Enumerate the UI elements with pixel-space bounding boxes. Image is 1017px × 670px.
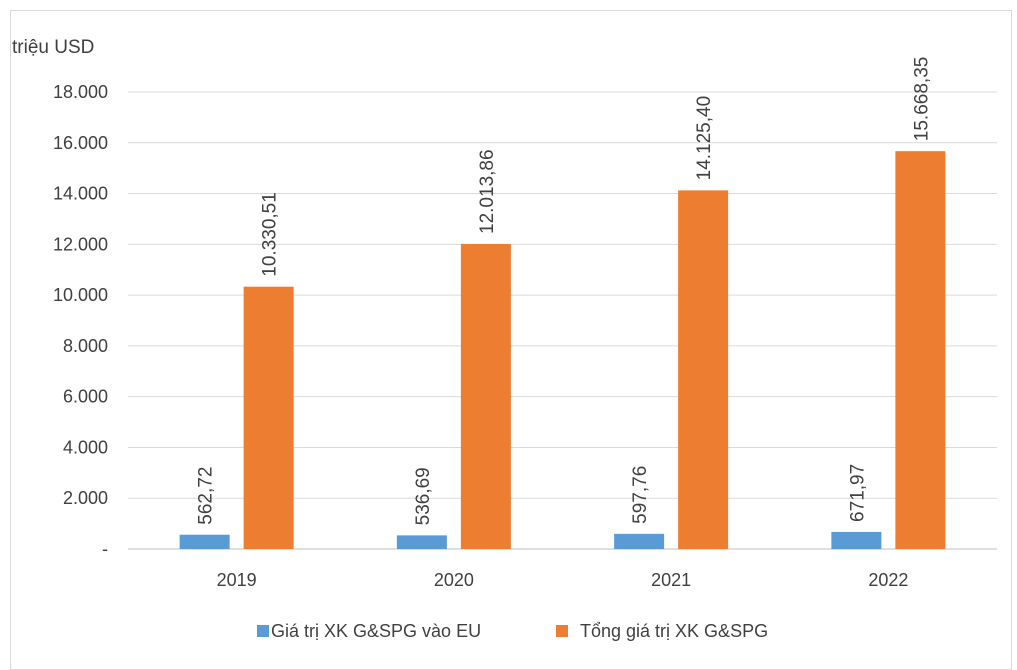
- bar: [895, 151, 946, 549]
- category-label: 2021: [651, 570, 691, 590]
- data-label: 14.125,40: [694, 96, 715, 181]
- data-label: 671,97: [847, 464, 868, 522]
- legend-entry: Giá trị XK G&SPG vào EU: [271, 621, 481, 641]
- y-tick-label: -: [102, 539, 108, 559]
- data-labels: 562,72 10.330,51 536,69 12.013,86 597,76 14.1…: [196, 57, 933, 526]
- y-tick-label: 8.000: [63, 336, 108, 356]
- bar: [243, 286, 294, 549]
- legend: Giá trị XK G&SPG vào EU Tổng giá trị XK G…: [257, 621, 768, 641]
- y-tick-label: 14.000: [53, 184, 108, 204]
- y-tick-label: 2.000: [63, 488, 108, 508]
- category-labels: 2019 2020 2021 2022: [217, 570, 909, 590]
- bars: [179, 151, 946, 549]
- data-label: 10.330,51: [260, 192, 281, 277]
- data-label: 15.668,35: [911, 57, 932, 142]
- data-label: 536,69: [413, 467, 434, 525]
- category-label: 2019: [217, 570, 257, 590]
- y-tick-label: 18.000: [53, 82, 108, 102]
- legend-swatch: [257, 625, 269, 637]
- legend-swatch: [556, 625, 568, 637]
- y-tick-label: 6.000: [63, 387, 108, 407]
- y-tick-label: 12.000: [53, 234, 108, 254]
- y-tick-label: 10.000: [53, 285, 108, 305]
- legend-entry: Tổng giá trị XK G&SPG: [580, 621, 768, 641]
- bar: [460, 243, 511, 549]
- data-label: 12.013,86: [477, 149, 498, 234]
- y-axis-label: triệu USD: [12, 37, 94, 58]
- y-tick-labels: - 2.000 4.000 6.000 8.000 10.000 12.000 14.000 1…: [53, 82, 108, 559]
- bar: [678, 190, 729, 549]
- category-label: 2020: [434, 570, 474, 590]
- data-label: 597,76: [630, 466, 651, 524]
- bar: [831, 531, 882, 549]
- y-tick-label: 16.000: [53, 133, 108, 153]
- bar: [179, 534, 230, 549]
- bar: [614, 533, 665, 549]
- bar: [396, 535, 447, 549]
- category-label: 2022: [868, 570, 908, 590]
- data-label: 562,72: [196, 467, 217, 525]
- bar-chart: triệu USD - 2.000 4.000 6.000 8.000 10.000 12.…: [12, 37, 997, 641]
- y-tick-label: 4.000: [63, 437, 108, 457]
